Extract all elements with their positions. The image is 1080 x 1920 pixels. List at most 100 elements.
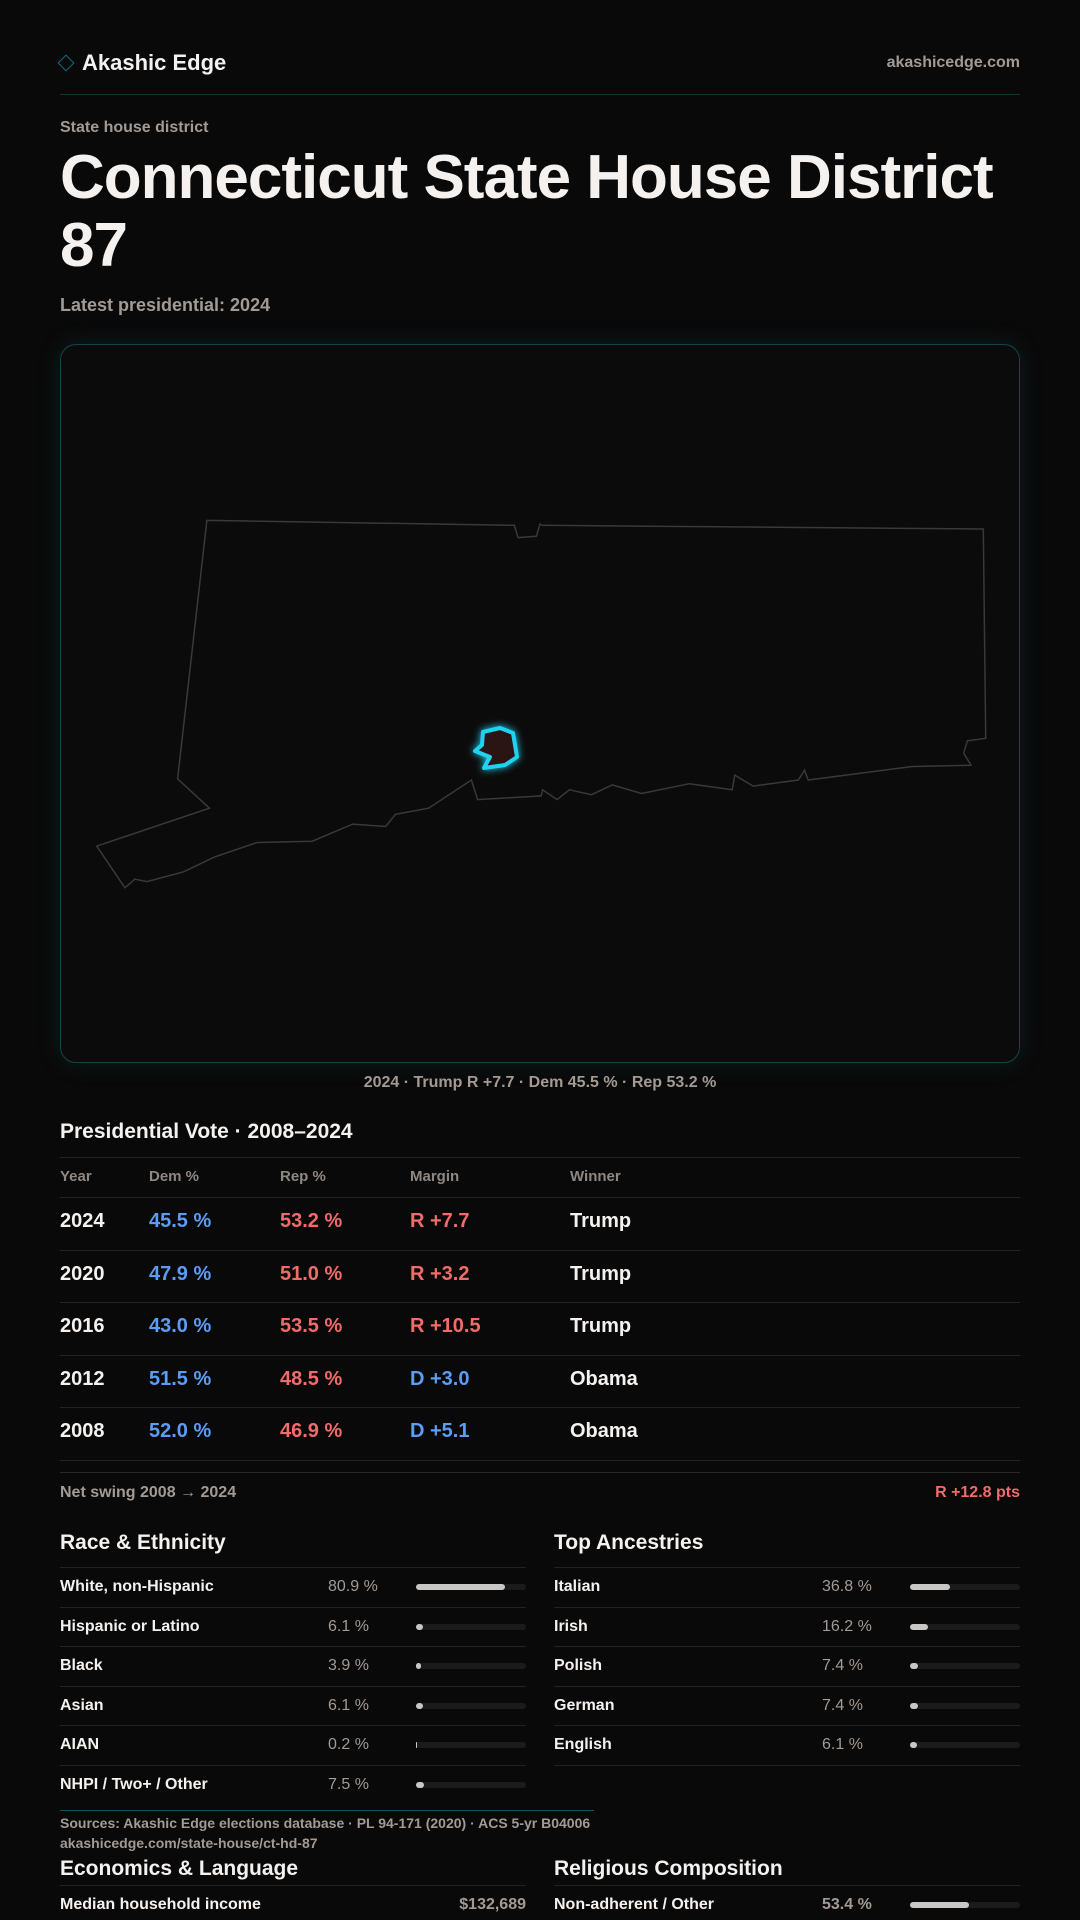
cell-year: 2008: [60, 1420, 105, 1443]
row-value: 6.1 %: [328, 1696, 369, 1714]
cell-year: 2024: [60, 1210, 105, 1232]
divider: [554, 1567, 1020, 1568]
percent-bar: [416, 1623, 526, 1630]
cell-dem: 45.5 %: [149, 1210, 212, 1232]
percent-bar: [910, 1742, 1020, 1748]
divider: [554, 1725, 1020, 1726]
religion-label: Non-adherent / Other: [554, 1896, 715, 1913]
percent-bar: [910, 1702, 1020, 1709]
econ-label: Median household income: [60, 1896, 261, 1913]
divider: [60, 1725, 526, 1726]
percent-bar: [416, 1702, 526, 1709]
district-map[interactable]: [60, 344, 1020, 1063]
header-divider: [60, 94, 1020, 95]
cell-rep: 53.2 %: [280, 1210, 343, 1232]
site-link[interactable]: akashicedge.com: [886, 54, 1020, 71]
row-value: 6.1 %: [328, 1617, 369, 1635]
brand-logo[interactable]: Akashic Edge: [57, 50, 227, 76]
ancestry-title: Top Ancestries: [554, 1531, 704, 1554]
row-label: Asian: [60, 1696, 104, 1714]
cell-year: 2020: [60, 1262, 105, 1285]
column-header: Rep %: [280, 1168, 326, 1185]
race-title: Race & Ethnicity: [60, 1531, 226, 1554]
cell-rep: 53.5 %: [280, 1315, 343, 1338]
cell-year: 2012: [60, 1367, 105, 1390]
latest-presidential: Latest presidential: 2024: [60, 295, 271, 315]
percent-bar: [910, 1663, 1020, 1669]
divider: [60, 1472, 1020, 1473]
divider: [60, 1885, 526, 1886]
cell-rep: 51.0 %: [280, 1262, 343, 1285]
cell-winner: Trump: [570, 1262, 632, 1285]
percent-bar: [416, 1742, 526, 1748]
row-label: Italian: [554, 1578, 601, 1595]
cell-margin: R +7.7: [410, 1210, 470, 1232]
brand-name: Akashic Edge: [82, 50, 227, 75]
divider: [60, 1567, 526, 1568]
cell-margin: R +10.5: [410, 1315, 481, 1338]
percent-bar: [416, 1781, 526, 1788]
row-label: English: [554, 1736, 612, 1753]
cell-dem: 52.0 %: [149, 1420, 212, 1443]
divider: [60, 1606, 526, 1608]
row-value: 16.2 %: [822, 1617, 872, 1635]
cell-winner: Obama: [570, 1420, 638, 1443]
cell-rep: 46.9 %: [280, 1420, 343, 1443]
divider: [60, 1460, 1020, 1461]
divider: [554, 1885, 1020, 1886]
cell-margin: D +3.0: [410, 1367, 470, 1390]
econ-value: $132,689: [459, 1896, 526, 1913]
percent-bar: [416, 1584, 526, 1590]
divider: [60, 1197, 1020, 1198]
cell-winner: Trump: [570, 1315, 632, 1338]
map-caption: 2024 · Trump R +7.7 · Dem 45.5 % · Rep 5…: [363, 1074, 717, 1091]
row-label: NHPI / Two+ / Other: [60, 1775, 208, 1793]
net-swing-label: Net swing 2008 → 2024: [60, 1484, 237, 1501]
row-value: 7.5 %: [328, 1775, 369, 1793]
row-value: 0.2 %: [328, 1736, 369, 1753]
votes-title: Presidential Vote · 2008–2024: [60, 1120, 353, 1143]
row-value: 7.4 %: [822, 1696, 863, 1714]
column-header: Dem %: [149, 1168, 200, 1185]
row-label: White, non-Hispanic: [60, 1578, 214, 1595]
row-label: Black: [60, 1657, 103, 1674]
net-swing-value: R +12.8 pts: [935, 1484, 1020, 1501]
divider: [60, 1354, 1020, 1356]
row-value: 3.9 %: [328, 1657, 369, 1674]
cell-dem: 43.0 %: [149, 1315, 212, 1338]
cell-dem: 47.9 %: [149, 1262, 212, 1285]
divider: [60, 1685, 526, 1687]
divider: [60, 1157, 1020, 1158]
divider: [60, 1646, 526, 1647]
diamond-icon: [57, 54, 75, 72]
divider: [554, 1764, 1020, 1766]
row-label: Irish: [554, 1617, 588, 1635]
percent-bar: [910, 1623, 1020, 1630]
footer-divider: [60, 1810, 594, 1811]
row-value: 7.4 %: [822, 1657, 863, 1674]
district-highlight[interactable]: [473, 726, 519, 770]
divider: [60, 1249, 1020, 1251]
sources-text: Sources: Akashic Edge elections database…: [60, 1815, 591, 1831]
divider: [60, 1764, 526, 1766]
row-value: 80.9 %: [328, 1578, 378, 1595]
row-label: AIAN: [60, 1736, 100, 1753]
divider: [60, 1407, 1020, 1409]
divider: [554, 1685, 1020, 1687]
column-header: Year: [60, 1168, 92, 1185]
column-header: Margin: [410, 1168, 460, 1185]
divider: [60, 1302, 1020, 1304]
cell-rep: 48.5 %: [280, 1367, 343, 1390]
row-label: Polish: [554, 1657, 603, 1674]
cell-margin: R +3.2: [410, 1262, 470, 1285]
cell-winner: Obama: [570, 1367, 638, 1390]
page-title: Connecticut State House District 87: [60, 143, 994, 280]
divider: [554, 1646, 1020, 1647]
percent-bar: [910, 1584, 1020, 1590]
column-header: Winner: [570, 1168, 621, 1185]
row-label: Hispanic or Latino: [60, 1617, 200, 1635]
cell-margin: D +5.1: [410, 1420, 470, 1443]
page-url[interactable]: akashicedge.com/state-house/ct-hd-87: [60, 1835, 318, 1851]
religion-bar: [910, 1902, 1020, 1908]
religion-title: Religious Composition: [554, 1857, 783, 1880]
